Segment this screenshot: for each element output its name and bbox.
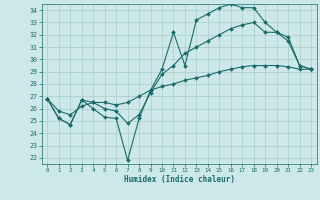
X-axis label: Humidex (Indice chaleur): Humidex (Indice chaleur) [124,175,235,184]
